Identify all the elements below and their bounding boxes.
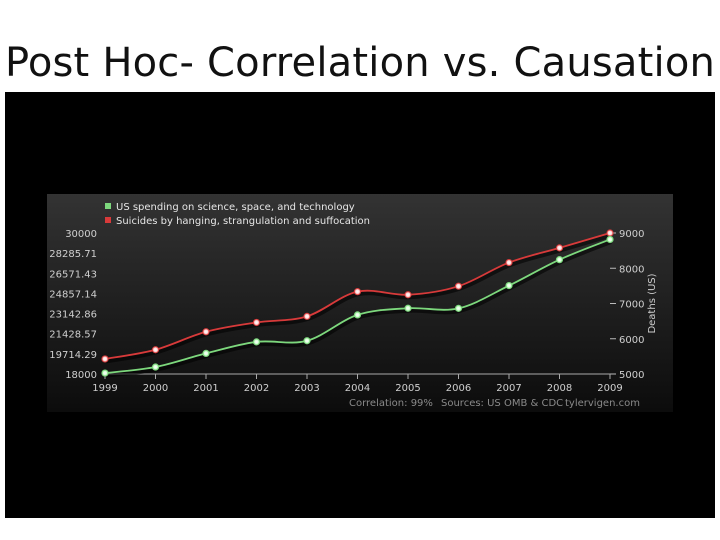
data-point-spending	[353, 311, 362, 319]
y-left-tick-label: 26571.43	[49, 269, 97, 280]
y-left-tick-label: 24857.14	[49, 289, 97, 300]
data-point-suicides	[252, 318, 261, 327]
footer-sources: Sources: US OMB & CDC	[441, 398, 563, 409]
x-tick-label: 2009	[597, 383, 622, 394]
legend-label-spending: US spending on science, space, and techn…	[116, 202, 355, 213]
x-tick-label: 2000	[143, 383, 168, 394]
chart-footer: Correlation: 99% Sources: US OMB & CDC tyl…	[349, 398, 640, 409]
data-point-suicides	[202, 328, 210, 336]
footer-site: tylervigen.com	[565, 398, 640, 409]
x-tick-label: 1999	[92, 383, 117, 394]
data-point-suicides	[101, 355, 109, 363]
y-right-tick-label: 8000	[619, 264, 644, 275]
x-tick-label: 2004	[345, 383, 370, 394]
chart-container: 30000 28285.71 26571.43 24857.14 23142.86 214…	[47, 194, 673, 412]
data-point-spending	[454, 304, 463, 312]
legend-swatch-spending	[105, 203, 111, 209]
chart-background	[47, 194, 673, 412]
slide-title: Post Hoc- Correlation vs. Causation	[4, 40, 716, 86]
y-right-tick-label: 7000	[619, 300, 644, 311]
data-point-spending	[555, 256, 564, 264]
data-point-suicides	[454, 282, 463, 290]
footer-correlation: Correlation: 99%	[349, 398, 433, 409]
y-right-axis-label: Deaths (US)	[647, 273, 658, 333]
x-tick-label: 2008	[547, 383, 572, 394]
chart-axes: 30000 28285.71 26571.43 24857.14 23142.86 214…	[49, 229, 658, 394]
chart-svg: 30000 28285.71 26571.43 24857.14 23142.86 214…	[47, 194, 673, 412]
data-point-spending	[101, 369, 109, 377]
x-tick-label: 2007	[496, 383, 521, 394]
data-point-suicides	[303, 312, 311, 320]
data-point-spending	[404, 304, 412, 312]
data-point-suicides	[555, 244, 564, 252]
y-right-tick-label: 6000	[619, 335, 644, 346]
legend-swatch-suicides	[105, 217, 111, 223]
y-right-tick-label: 5000	[619, 370, 644, 381]
x-tick-label: 2003	[294, 383, 319, 394]
data-point-spending	[252, 338, 261, 346]
data-point-spending	[202, 349, 210, 358]
y-left-tick-label: 19714.29	[49, 350, 97, 361]
x-tick-label: 2001	[193, 383, 218, 394]
data-point-suicides	[505, 258, 513, 267]
y-left-tick-label: 30000	[65, 229, 97, 240]
data-point-spending	[505, 281, 513, 290]
x-tick-label: 2005	[395, 383, 420, 394]
data-point-suicides	[606, 229, 614, 237]
data-point-spending	[606, 235, 614, 244]
chart-points	[101, 229, 614, 377]
data-point-suicides	[151, 346, 160, 354]
y-left-tick-label: 23142.86	[49, 310, 97, 321]
x-tick-label: 2006	[446, 383, 471, 394]
x-tick-label: 2002	[244, 383, 269, 394]
data-point-spending	[151, 363, 160, 371]
y-left-tick-label: 28285.71	[49, 249, 97, 260]
y-left-tick-label: 18000	[65, 370, 97, 381]
y-left-tick-label: 21428.57	[49, 330, 97, 341]
y-right-tick-label: 9000	[619, 229, 644, 240]
legend-label-suicides: Suicides by hanging, strangulation and s…	[116, 216, 370, 227]
chart-legend: US spending on science, space, and techn…	[105, 202, 370, 227]
data-point-suicides	[404, 291, 412, 299]
data-point-spending	[303, 337, 311, 345]
data-point-suicides	[353, 288, 362, 296]
